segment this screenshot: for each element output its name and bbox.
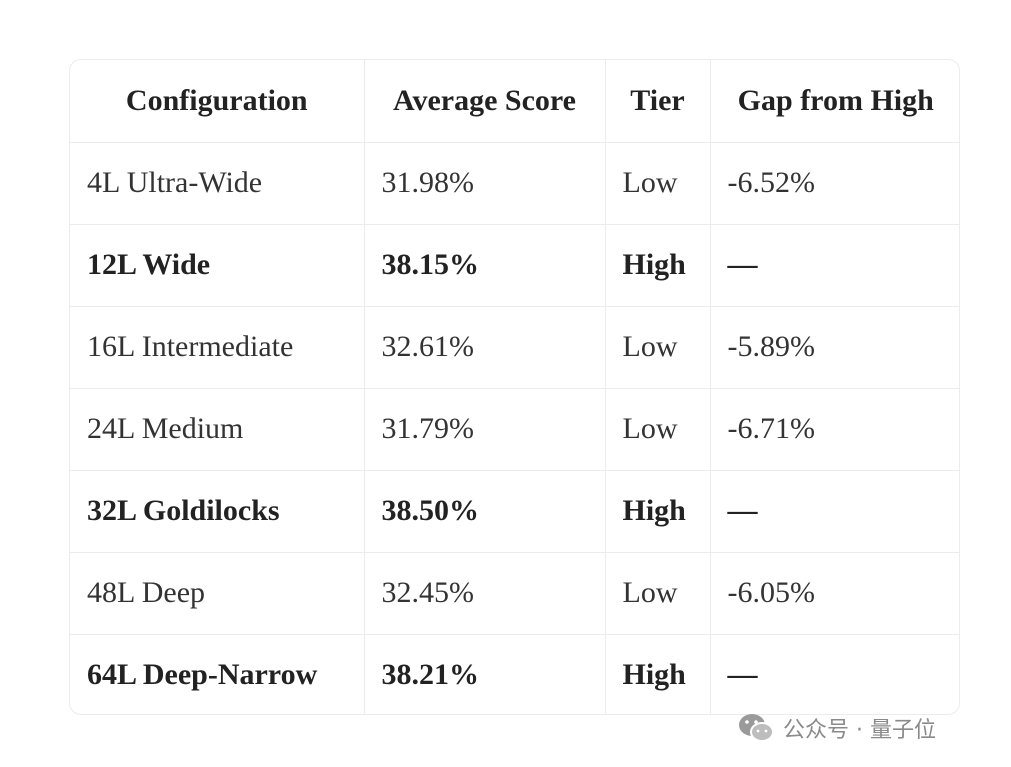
table-cell: 38.50% <box>364 470 606 553</box>
table-cell: High <box>605 224 711 307</box>
table-cell: -5.89% <box>710 306 959 389</box>
table-cell: 64L Deep-Narrow <box>70 634 365 714</box>
table-cell: High <box>605 634 711 714</box>
table-row: 48L Deep 32.45% Low -6.05% <box>70 552 959 635</box>
table-cell: Low <box>605 552 711 635</box>
column-header: Average Score <box>364 60 606 143</box>
table-cell: 31.79% <box>364 388 606 471</box>
table-cell: — <box>710 224 959 307</box>
watermark: 公众号 · 量子位 <box>737 710 936 746</box>
table-cell: Low <box>605 306 711 389</box>
table-cell: Low <box>605 388 711 471</box>
table-cell: Low <box>605 142 711 225</box>
table-card: Configuration Average Score Tier Gap from H… <box>69 59 960 715</box>
table-cell: 16L Intermediate <box>70 306 365 389</box>
table-cell: 48L Deep <box>70 552 365 635</box>
column-header: Gap from High <box>710 60 959 143</box>
table-cell: — <box>710 470 959 553</box>
table-cell: 32L Goldilocks <box>70 470 365 553</box>
table-cell: 32.45% <box>364 552 606 635</box>
table-row: 24L Medium 31.79% Low -6.71% <box>70 388 959 471</box>
table-row: 12L Wide 38.15% High — <box>70 224 959 307</box>
table-cell: 4L Ultra-Wide <box>70 142 365 225</box>
table-cell: — <box>727 658 758 692</box>
table-cell: 38.15% <box>364 224 606 307</box>
table-cell: 31.98% <box>364 142 606 225</box>
table-cell: 38.21% <box>364 634 606 714</box>
table-cell: -6.71% <box>710 388 959 471</box>
column-header: Tier <box>605 60 711 143</box>
table-cell: 24L Medium <box>70 388 365 471</box>
table-row: 32L Goldilocks 38.50% High — <box>70 470 959 553</box>
header-row: Configuration Average Score Tier Gap from H… <box>70 60 959 143</box>
table-cell: High <box>605 470 711 553</box>
table-cell: -6.05% <box>710 552 959 635</box>
watermark-text: 公众号 · 量子位 <box>783 718 936 743</box>
table: Configuration Average Score Tier Gap from H… <box>70 60 959 714</box>
table-cell: -6.52% <box>710 142 959 225</box>
column-header: Configuration <box>70 60 365 143</box>
wechat-icon <box>739 714 774 742</box>
table-row: 4L Ultra-Wide 31.98% Low -6.52% <box>70 142 959 225</box>
table-row: 16L Intermediate 32.61% Low -5.89% <box>70 306 959 389</box>
table-cell: 12L Wide <box>70 224 365 307</box>
table-cell: 32.61% <box>364 306 606 389</box>
table-row: 64L Deep-Narrow 38.21% High — <box>70 634 959 714</box>
